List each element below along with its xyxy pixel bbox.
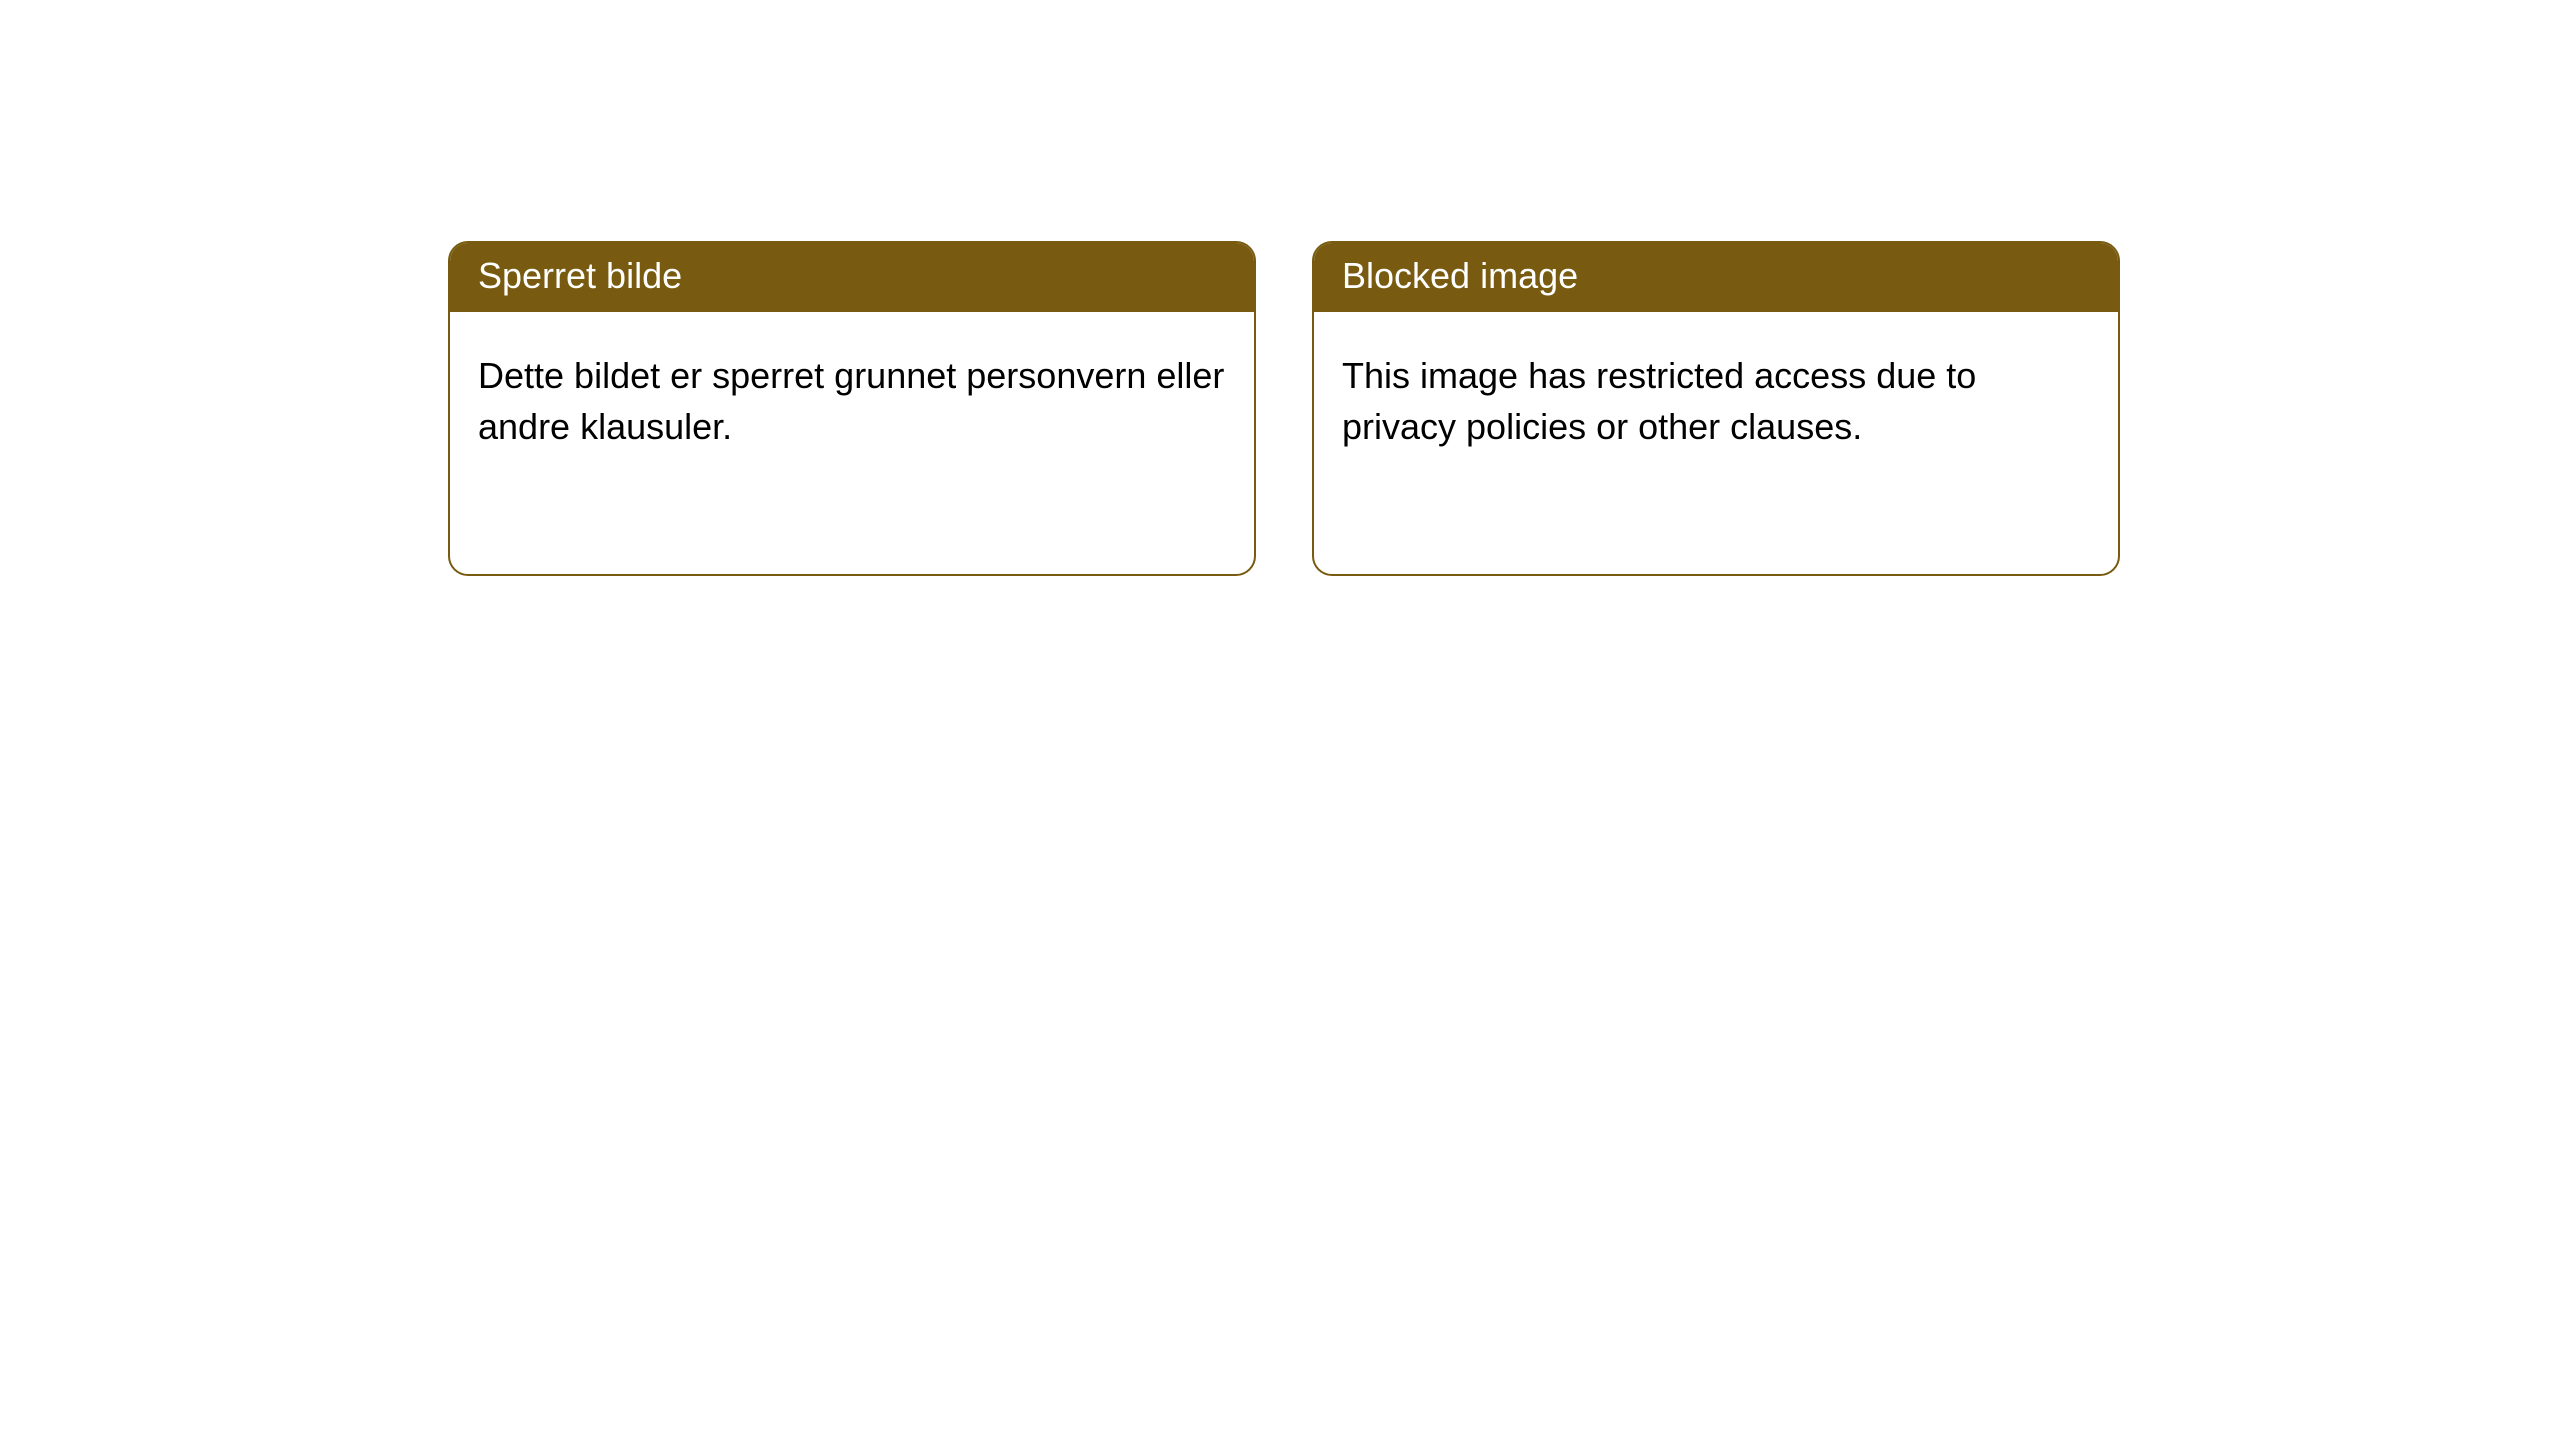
- notice-card-norwegian: Sperret bilde Dette bildet er sperret gr…: [448, 241, 1256, 576]
- notice-body: This image has restricted access due to …: [1314, 312, 2118, 480]
- notice-container: Sperret bilde Dette bildet er sperret gr…: [0, 0, 2560, 576]
- notice-body: Dette bildet er sperret grunnet personve…: [450, 312, 1254, 480]
- notice-title: Blocked image: [1314, 243, 2118, 312]
- notice-title: Sperret bilde: [450, 243, 1254, 312]
- notice-card-english: Blocked image This image has restricted …: [1312, 241, 2120, 576]
